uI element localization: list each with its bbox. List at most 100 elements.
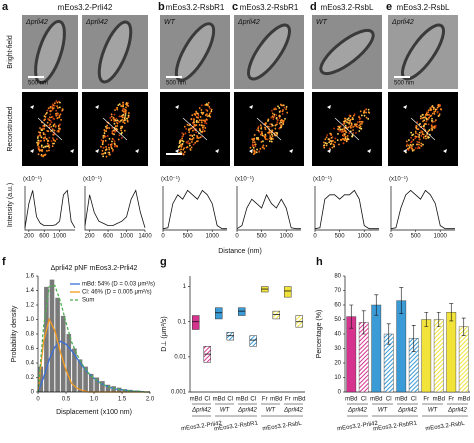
axis-label: D⊥ (μm²/s) bbox=[161, 316, 168, 351]
localization bbox=[126, 119, 129, 122]
localization bbox=[344, 133, 346, 135]
x-tick-label: 600 bbox=[103, 234, 114, 240]
x-tick-label: Cl bbox=[361, 397, 367, 403]
localization bbox=[273, 113, 276, 116]
localization bbox=[280, 124, 282, 126]
localization bbox=[281, 112, 284, 115]
localization bbox=[267, 119, 269, 122]
localization bbox=[194, 141, 197, 144]
localization bbox=[112, 116, 115, 119]
localization bbox=[53, 102, 56, 105]
axis-label: Probability density bbox=[11, 305, 18, 362]
localization bbox=[196, 140, 199, 142]
localization bbox=[116, 119, 119, 122]
panel-letter: b bbox=[158, 1, 165, 13]
localization bbox=[104, 139, 107, 142]
localization bbox=[410, 131, 413, 134]
localization bbox=[120, 115, 123, 118]
localization bbox=[361, 122, 363, 125]
localization bbox=[282, 121, 285, 124]
x-tick-label: mBd bbox=[345, 397, 357, 403]
panel-header: mEos3.2-RsbL bbox=[397, 3, 450, 12]
panel-letter: h bbox=[316, 256, 323, 268]
histogram-bar bbox=[38, 366, 44, 392]
localization bbox=[102, 152, 105, 155]
x-tick-label: Cl bbox=[386, 397, 392, 403]
localization bbox=[122, 121, 125, 123]
localization bbox=[424, 116, 427, 119]
localization bbox=[258, 150, 261, 153]
y-tick-label: 10 bbox=[334, 375, 341, 381]
axis-label: Distance (nm) bbox=[218, 248, 262, 255]
localization bbox=[343, 127, 346, 130]
localization bbox=[281, 120, 284, 122]
arrowhead bbox=[70, 149, 74, 153]
x-tick-label: 0 bbox=[389, 234, 393, 240]
localization bbox=[201, 130, 204, 133]
localization bbox=[52, 125, 55, 127]
x-tick-label: 0 bbox=[235, 234, 239, 240]
localization bbox=[253, 141, 256, 143]
localization bbox=[271, 112, 274, 115]
localization bbox=[430, 125, 433, 127]
localization bbox=[110, 115, 113, 118]
localization bbox=[343, 122, 346, 125]
localization bbox=[351, 116, 354, 119]
localization bbox=[365, 111, 368, 114]
localization bbox=[416, 121, 419, 124]
localization bbox=[107, 143, 110, 146]
localization bbox=[252, 141, 254, 144]
localization bbox=[425, 137, 427, 140]
localization bbox=[359, 123, 362, 125]
localization bbox=[108, 146, 110, 149]
localization bbox=[360, 127, 363, 130]
localization bbox=[116, 106, 119, 109]
localization bbox=[432, 126, 434, 129]
box bbox=[272, 310, 280, 320]
localization bbox=[342, 138, 345, 141]
localization bbox=[431, 112, 434, 115]
localization bbox=[285, 106, 288, 108]
localization bbox=[111, 150, 114, 153]
localization bbox=[274, 124, 277, 126]
localization bbox=[102, 140, 104, 143]
localization bbox=[269, 135, 272, 137]
localization bbox=[207, 104, 209, 106]
localization bbox=[104, 135, 107, 138]
localization bbox=[197, 116, 199, 119]
localization bbox=[190, 146, 193, 149]
localization bbox=[112, 148, 114, 151]
x-tick-label: mBd bbox=[213, 397, 225, 403]
localization bbox=[260, 141, 263, 143]
localization bbox=[102, 155, 105, 158]
localization bbox=[178, 142, 181, 144]
x-tick-label: 500 bbox=[335, 234, 346, 240]
localization bbox=[422, 120, 424, 123]
localization bbox=[426, 118, 429, 120]
localization bbox=[257, 138, 260, 141]
x-tick-label: mBd bbox=[370, 397, 382, 403]
row-label: Reconstructed bbox=[7, 106, 14, 151]
x-tick-label: 1400 bbox=[138, 234, 152, 240]
localization bbox=[203, 130, 206, 133]
group-label: Δprli42 bbox=[397, 408, 417, 414]
localization bbox=[342, 135, 345, 137]
x-tick-label: 2.0 bbox=[146, 397, 155, 403]
localization bbox=[415, 143, 418, 146]
localization bbox=[58, 106, 61, 109]
localization bbox=[339, 138, 342, 141]
localization bbox=[100, 139, 103, 142]
localization bbox=[360, 120, 363, 123]
localization bbox=[108, 151, 111, 154]
group-label: Δprli42 bbox=[237, 408, 257, 414]
profile-cut bbox=[410, 117, 436, 141]
localization bbox=[120, 105, 123, 107]
localization bbox=[270, 140, 273, 143]
histogram-bar bbox=[88, 373, 94, 392]
localization bbox=[414, 132, 417, 134]
localization bbox=[352, 118, 354, 121]
localization bbox=[42, 132, 45, 134]
localization bbox=[204, 122, 206, 124]
x-tick-label: Fr bbox=[262, 397, 268, 403]
localization bbox=[54, 125, 57, 127]
